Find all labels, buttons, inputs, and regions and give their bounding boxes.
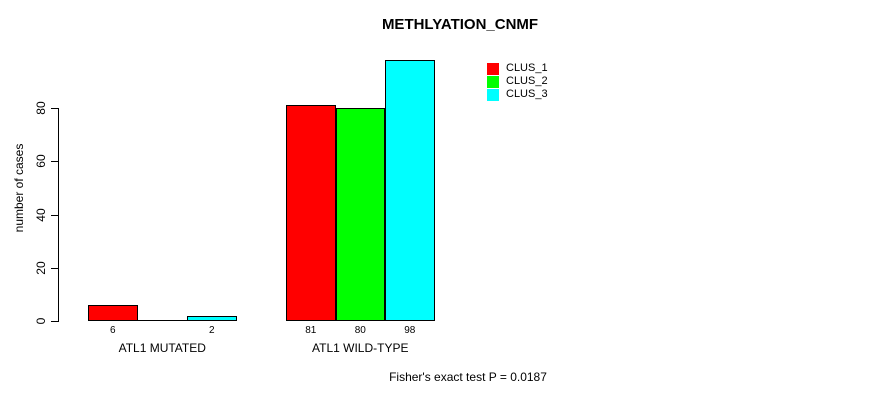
y-tick-label: 60 bbox=[34, 154, 48, 168]
legend-label-clus-1: CLUS_1 bbox=[506, 62, 548, 74]
y-tick-label: 20 bbox=[34, 261, 48, 275]
y-tick bbox=[51, 108, 58, 109]
x-category-label: ATL1 MUTATED bbox=[118, 341, 206, 355]
chart-title: METHLYATION_CNMF bbox=[381, 16, 539, 33]
bar-value-label: 80 bbox=[354, 325, 366, 336]
zero-bar-clus_2 bbox=[137, 320, 187, 321]
legend-label-clus-3: CLUS_3 bbox=[506, 88, 548, 100]
y-tick-label: 40 bbox=[34, 207, 48, 222]
y-axis-line bbox=[58, 108, 59, 322]
bar-clus_3 bbox=[187, 315, 237, 321]
bar-clus_1 bbox=[286, 105, 336, 321]
bar-clus_1 bbox=[88, 305, 138, 321]
legend-item-clus-2: CLUS_2 bbox=[487, 75, 548, 88]
legend-item-clus-3: CLUS_3 bbox=[487, 88, 548, 101]
y-tick bbox=[51, 321, 58, 322]
bar-value-label: 6 bbox=[109, 325, 116, 336]
y-axis-label: number of cases bbox=[12, 143, 26, 233]
legend-swatch-clus-3-icon bbox=[487, 88, 499, 101]
bar-value-label: 2 bbox=[208, 325, 215, 336]
bar-value-label: 98 bbox=[404, 325, 416, 336]
bar-clus_3 bbox=[385, 60, 435, 321]
legend-label-clus-2: CLUS_2 bbox=[506, 75, 548, 87]
y-tick-label: 0 bbox=[34, 317, 48, 325]
legend-item-clus-1: CLUS_1 bbox=[487, 62, 548, 75]
y-tick bbox=[51, 214, 58, 216]
x-category-label: ATL1 WILD-TYPE bbox=[312, 341, 409, 355]
y-tick-label: 80 bbox=[34, 101, 48, 115]
legend-swatch-clus-1-icon bbox=[487, 62, 499, 75]
bar-value-label: 81 bbox=[305, 325, 317, 336]
y-tick bbox=[51, 161, 58, 163]
bar-clus_2 bbox=[335, 108, 385, 321]
legend-swatch-clus-2-icon bbox=[487, 75, 499, 88]
fisher-test-annotation: Fisher's exact test P = 0.0187 bbox=[389, 370, 547, 384]
y-tick bbox=[51, 267, 58, 269]
legend: CLUS_1 CLUS_2 CLUS_3 bbox=[487, 62, 548, 101]
